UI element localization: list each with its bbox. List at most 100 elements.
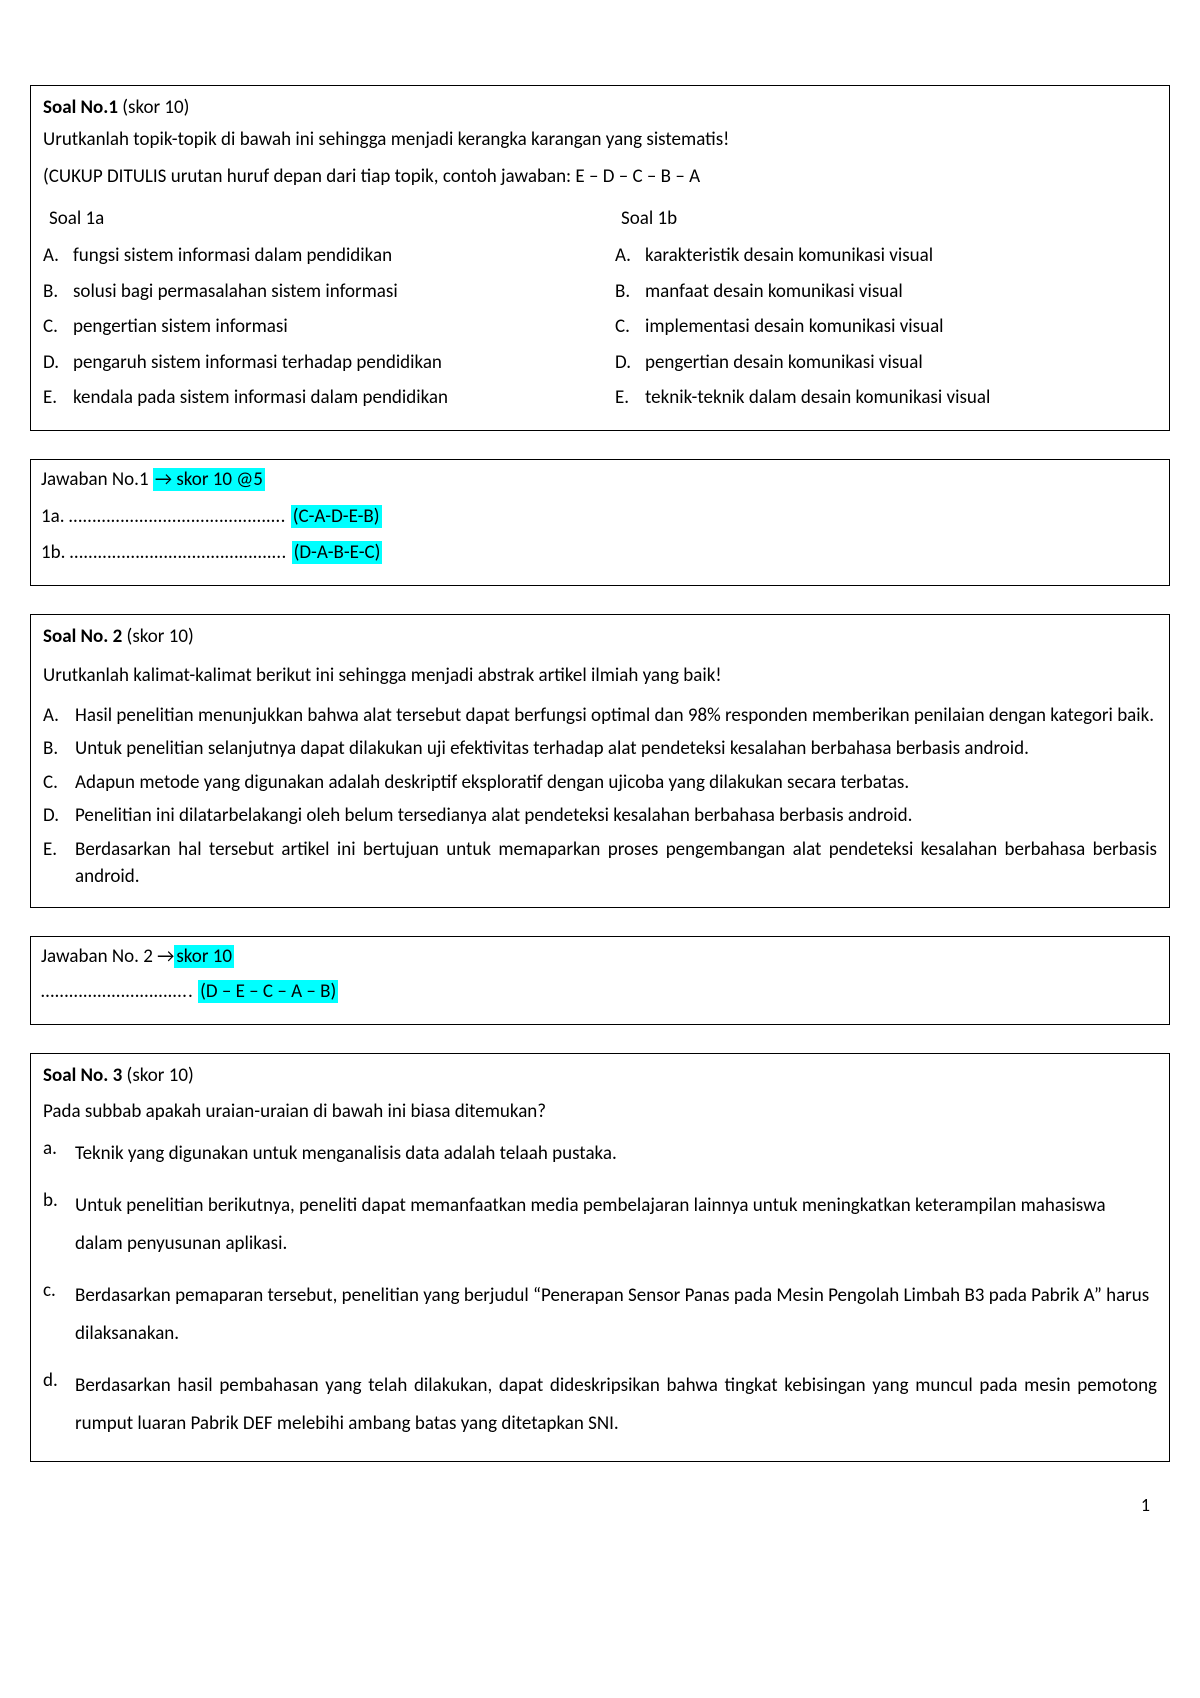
soal2-instruction: Urutkanlah kalimat-kalimat berikut ini s… — [43, 662, 1157, 690]
list-item: A. karakteristik desain komunikasi visual — [615, 242, 1157, 270]
option-text: pengertian desain komunikasi visual — [645, 349, 923, 377]
soal2-header: Soal No. 2 (skor 10) — [43, 623, 1157, 651]
option-letter: c. — [43, 1277, 65, 1353]
option-text: kendala pada sistem informasi dalam pend… — [73, 384, 448, 412]
list-item: B. Untuk penelitian selanjutnya dapat dil… — [43, 735, 1157, 763]
option-text: manfaat desain komunikasi visual — [645, 278, 903, 306]
list-item: D. pengaruh sistem informasi terhadap pen… — [43, 349, 585, 377]
option-letter: D. — [43, 349, 65, 377]
jawaban2-box: Jawaban No. 2 →skor 10 ………………………….. (D –… — [30, 936, 1170, 1025]
jawaban1b-answer: (D-A-B-E-C) — [292, 541, 383, 564]
jawaban1a-answer: (C-A-D-E-B) — [291, 505, 382, 528]
option-letter: C. — [43, 313, 65, 341]
option-letter: E. — [43, 384, 65, 412]
option-text: pengertian sistem informasi — [73, 313, 288, 341]
list-item: C. pengertian sistem informasi — [43, 313, 585, 341]
soal1-columns: Soal 1a A.fungsi sistem informasi dalam … — [43, 199, 1157, 420]
soal1-box: Soal No.1 (skor 10) Urutkanlah topik-top… — [30, 85, 1170, 431]
option-text: Berdasarkan hasil pembahasan yang telah … — [75, 1367, 1157, 1443]
list-item: a. Teknik yang digunakan untuk menganalis… — [43, 1135, 1157, 1173]
soal1-instruction: Urutkanlah topik-topik di bawah ini sehi… — [43, 126, 1157, 154]
soal1a-title: Soal 1a — [49, 205, 585, 233]
list-item: C.Adapun metode yang digunakan adalah de… — [43, 769, 1157, 797]
soal1-title-bold: Soal No.1 — [43, 96, 118, 119]
option-text: fungsi sistem informasi dalam pendidikan — [73, 242, 392, 270]
jawaban1-header: Jawaban No.1 → skor 10 @5 — [41, 466, 1159, 494]
list-item: B. manfaat desain komunikasi visual — [615, 278, 1157, 306]
jawaban1-box: Jawaban No.1 → skor 10 @5 1a. …………………………… — [30, 459, 1170, 586]
option-text: Teknik yang digunakan untuk menganalisis… — [75, 1135, 1157, 1173]
soal1-sub-instruction: (CUKUP DITULIS urutan huruf depan dari t… — [43, 163, 1157, 191]
arrow-icon: → — [155, 468, 172, 491]
jawaban1-prefix: Jawaban No.1 — [41, 468, 153, 491]
option-text: teknik-teknik dalam desain komunikasi vi… — [645, 384, 990, 412]
jawaban1b-dots: ………………………………………. — [70, 541, 288, 564]
jawaban1-skor: skor 10 @5 — [172, 468, 263, 491]
option-letter: E. — [43, 836, 65, 891]
option-letter: B. — [43, 278, 65, 306]
option-letter: D. — [615, 349, 637, 377]
jawaban1a-row: 1a. ………………………………………. (C-A-D-E-B) — [41, 503, 1159, 531]
soal3-header: Soal No. 3 (skor 10) — [43, 1062, 1157, 1090]
list-item: A. Hasil penelitian menunjukkan bahwa ala… — [43, 702, 1157, 730]
soal3-list: a. Teknik yang digunakan untuk menganalis… — [43, 1135, 1157, 1443]
list-item: C. implementasi desain komunikasi visual — [615, 313, 1157, 341]
soal3-instruction: Pada subbab apakah uraian-uraian di bawa… — [43, 1098, 1157, 1126]
soal3-box: Soal No. 3 (skor 10) Pada subbab apakah … — [30, 1053, 1170, 1462]
option-letter: C. — [43, 769, 65, 797]
soal1b-title: Soal 1b — [621, 205, 1157, 233]
jawaban2-row: ………………………….. (D – E – C – A – B) — [41, 978, 1159, 1006]
soal1-col-a: Soal 1a A.fungsi sistem informasi dalam … — [43, 199, 585, 420]
soal1a-list: A.fungsi sistem informasi dalam pendidik… — [43, 242, 585, 412]
soal1-col-b: Soal 1b A. karakteristik desain komunikas… — [615, 199, 1157, 420]
list-item: D. Penelitian ini dilatarbelakangi oleh b… — [43, 802, 1157, 830]
list-item: B. solusi bagi permasalahan sistem inform… — [43, 278, 585, 306]
list-item: A.fungsi sistem informasi dalam pendidik… — [43, 242, 585, 270]
soal3-title-rest: (skor 10) — [122, 1064, 193, 1087]
soal1-title-rest: (skor 10) — [118, 96, 189, 119]
option-letter: d. — [43, 1367, 65, 1443]
jawaban1a-dots: ………………………………………. — [69, 505, 287, 528]
page-number: 1 — [30, 1492, 1170, 1518]
option-letter: E. — [615, 384, 637, 412]
option-letter: A. — [615, 242, 637, 270]
option-text: Hasil penelitian menunjukkan bahwa alat … — [75, 702, 1154, 730]
jawaban1b-prefix: 1b. — [41, 541, 70, 564]
option-text: implementasi desain komunikasi visual — [645, 313, 944, 341]
option-letter: B. — [615, 278, 637, 306]
list-item: c.Berdasarkan pemaparan tersebut, peneli… — [43, 1277, 1157, 1353]
soal3-title-bold: Soal No. 3 — [43, 1064, 122, 1087]
jawaban2-dots: ………………………….. — [41, 980, 194, 1003]
option-letter: a. — [43, 1135, 65, 1173]
option-letter: D. — [43, 802, 65, 830]
jawaban2-header: Jawaban No. 2 →skor 10 — [41, 943, 1159, 971]
soal2-title-bold: Soal No. 2 — [43, 625, 122, 648]
soal2-list: A. Hasil penelitian menunjukkan bahwa ala… — [43, 702, 1157, 891]
option-letter: b. — [43, 1187, 65, 1263]
soal1-header: Soal No.1 (skor 10) — [43, 94, 1157, 122]
jawaban1a-prefix: 1a. — [41, 505, 69, 528]
list-item: E. teknik-teknik dalam desain komunikasi … — [615, 384, 1157, 412]
list-item: D. pengertian desain komunikasi visual — [615, 349, 1157, 377]
option-text: Untuk penelitian selanjutnya dapat dilak… — [75, 735, 1029, 763]
jawaban2-answer: (D – E – C – A – B) — [198, 980, 338, 1003]
jawaban2-skor: skor 10 — [174, 945, 234, 968]
option-text: pengaruh sistem informasi terhadap pendi… — [73, 349, 442, 377]
jawaban1b-row: 1b. ………………………………………. (D-A-B-E-C) — [41, 539, 1159, 567]
option-letter: B. — [43, 735, 65, 763]
option-text: Berdasarkan hal tersebut artikel ini ber… — [75, 836, 1157, 891]
option-text: solusi bagi permasalahan sistem informas… — [73, 278, 398, 306]
option-text: Berdasarkan pemaparan tersebut, peneliti… — [75, 1277, 1157, 1353]
list-item: b.Untuk penelitian berikutnya, peneliti … — [43, 1187, 1157, 1263]
option-letter: A. — [43, 702, 65, 730]
jawaban1-arrow-skor: → skor 10 @5 — [153, 468, 265, 491]
soal1b-list: A. karakteristik desain komunikasi visual… — [615, 242, 1157, 412]
soal2-box: Soal No. 2 (skor 10) Urutkanlah kalimat-… — [30, 614, 1170, 908]
option-letter: C. — [615, 313, 637, 341]
list-item: E. kendala pada sistem informasi dalam pe… — [43, 384, 585, 412]
list-item: d.Berdasarkan hasil pembahasan yang tela… — [43, 1367, 1157, 1443]
option-text: Penelitian ini dilatarbelakangi oleh bel… — [75, 802, 912, 830]
arrow-icon: → — [157, 945, 174, 968]
soal2-title-rest: (skor 10) — [122, 625, 193, 648]
option-text: karakteristik desain komunikasi visual — [645, 242, 933, 270]
